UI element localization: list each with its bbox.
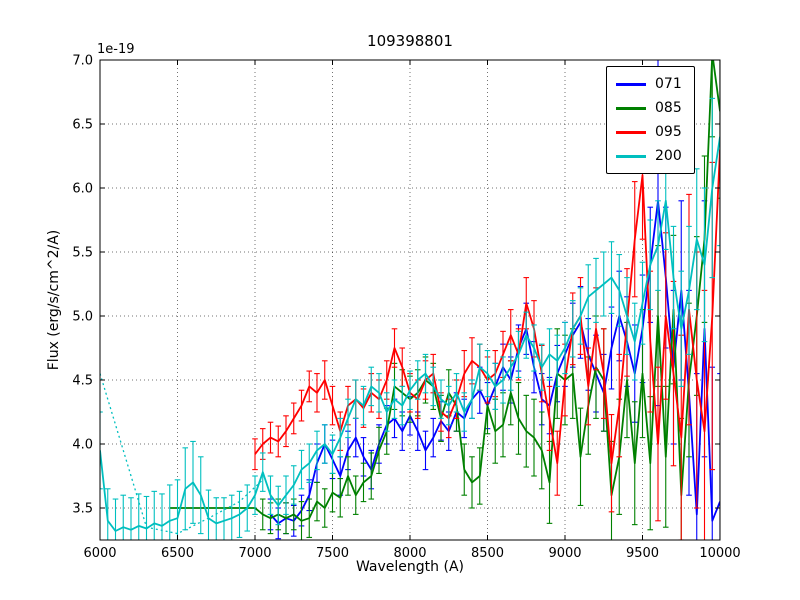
legend-line-200: [616, 154, 646, 158]
legend-entry-085: 085: [616, 96, 682, 120]
y-axis-label: Flux (erg/s/cm^2/A): [46, 229, 62, 371]
y-tick-label: 4.0: [72, 438, 93, 453]
legend-entry-200: 200: [616, 144, 682, 168]
series-200: [100, 60, 720, 540]
y-tick-label: 5.5: [72, 246, 93, 261]
y-tick-label: 7.0: [72, 54, 93, 69]
legend-entry-095: 095: [616, 120, 682, 144]
legend-label: 085: [655, 100, 682, 116]
x-tick-label: 9500: [626, 546, 659, 561]
legend-label: 095: [655, 124, 682, 140]
x-tick-label: 7000: [238, 546, 271, 561]
y-tick-label: 6.5: [72, 118, 93, 133]
legend-label: 071: [655, 76, 682, 92]
legend: 071 085 095 200: [606, 66, 695, 174]
ticks: 6000 6500 7000 7500 8000 8500 9000 9500 10000 3.5…: [72, 54, 740, 562]
x-tick-label: 7500: [316, 546, 349, 561]
x-tick-label: 9000: [548, 546, 581, 561]
y-tick-label: 5.0: [72, 310, 93, 325]
y-tick-label: 4.5: [72, 374, 93, 389]
legend-line-095: [616, 130, 646, 134]
x-axis-label: Wavelength (A): [355, 559, 464, 575]
dotted-segment: [100, 373, 264, 535]
x-tick-label: 8500: [471, 546, 504, 561]
legend-label: 200: [655, 148, 682, 164]
plot-title: 109398801: [367, 32, 453, 50]
y-tick-label: 6.0: [72, 182, 93, 197]
x-tick-label: 8000: [393, 546, 426, 561]
legend-entry-071: 071: [616, 72, 682, 96]
x-tick-label: 6500: [161, 546, 194, 561]
x-tick-label: 6000: [83, 546, 116, 561]
y-tick-label: 3.5: [72, 502, 93, 517]
legend-line-071: [616, 82, 646, 86]
x-tick-label: 10000: [699, 546, 740, 561]
legend-line-085: [616, 106, 646, 110]
y-axis-offset-label: 1e-19: [97, 42, 135, 57]
